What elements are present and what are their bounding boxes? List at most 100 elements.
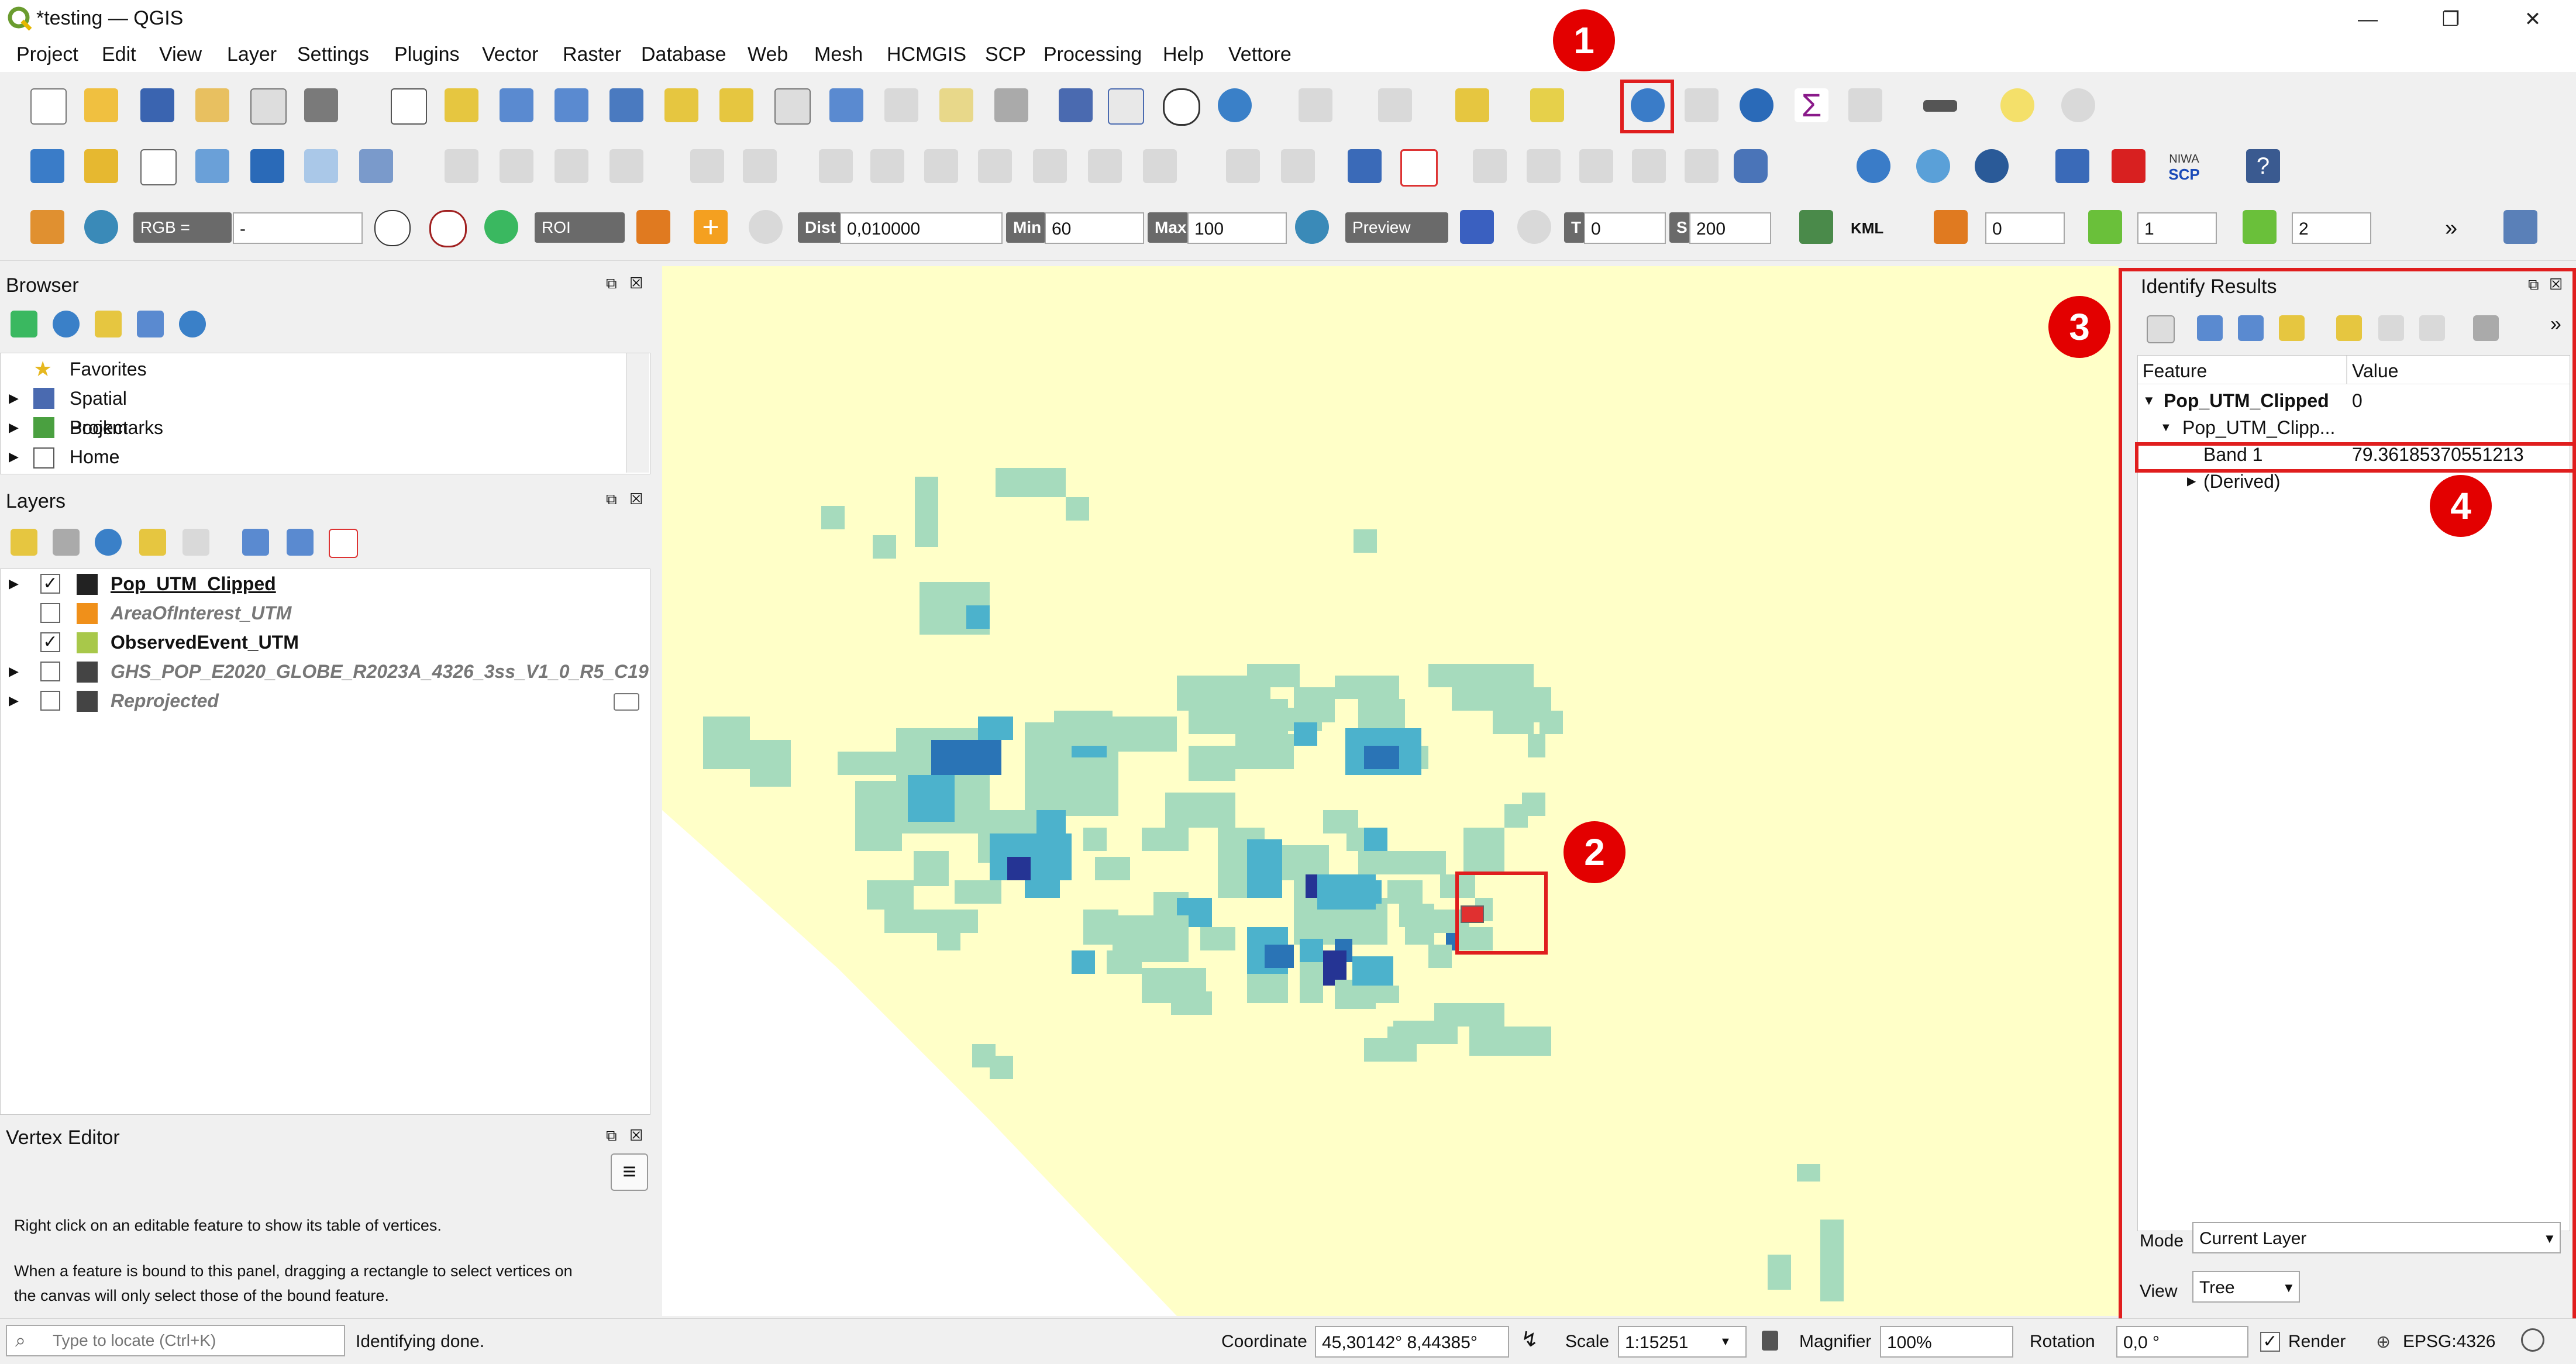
print-icon[interactable] — [2419, 315, 2445, 341]
scp-dock-right-icon[interactable] — [2503, 210, 2537, 244]
min-field[interactable]: 60 — [1045, 212, 1144, 244]
scp-add-icon[interactable]: + — [694, 210, 728, 244]
render-checkbox[interactable]: ✓ — [2260, 1332, 2280, 1352]
label-pin-icon[interactable] — [1400, 149, 1438, 187]
scp-remove-icon[interactable] — [1799, 210, 1833, 244]
clear-results-icon[interactable] — [2336, 315, 2362, 341]
minimize-button[interactable]: — — [2358, 8, 2378, 30]
db-manager-icon[interactable] — [1734, 149, 1768, 183]
menu-vettore[interactable]: Vettore — [1228, 43, 1292, 66]
add-delimited-text-icon[interactable] — [140, 149, 177, 185]
memory-layer-icon[interactable] — [614, 693, 639, 711]
cut-features-icon[interactable] — [924, 149, 958, 183]
layer-checkbox[interactable] — [40, 603, 60, 623]
scp-roi-draw-icon[interactable] — [636, 210, 670, 244]
vertex-float-icon[interactable]: ⧉ — [606, 1127, 617, 1144]
layer-pop-utm-clipped[interactable]: ▶ ✓ Pop_UTM_Clipped — [1, 569, 650, 598]
globe-icon[interactable] — [1857, 149, 1890, 183]
menu-hcmgis[interactable]: HCMGIS — [887, 43, 966, 66]
max-field[interactable]: 100 — [1187, 212, 1287, 244]
rgb-select[interactable]: - — [233, 212, 363, 244]
expand-new-icon[interactable] — [2279, 315, 2305, 341]
scp-preview-icon[interactable] — [1460, 210, 1494, 244]
locator-box[interactable]: ⌕ — [6, 1325, 345, 1356]
rotation-field[interactable]: 0,0 ° — [2116, 1326, 2248, 1358]
menu-raster[interactable]: Raster — [563, 43, 622, 66]
kml-label[interactable]: KML — [1851, 219, 1884, 237]
filter-expression-icon[interactable] — [182, 529, 209, 556]
close-button[interactable]: ✕ — [2524, 8, 2541, 30]
layers-close-icon[interactable]: ☒ — [629, 490, 643, 508]
scp-label[interactable]: SCP — [2168, 166, 2200, 183]
layer-ghs-pop[interactable]: ▶ GHS_POP_E2020_GLOBE_R2023A_4326_3ss_V1… — [1, 657, 650, 686]
zoom-layer-icon[interactable] — [719, 88, 753, 122]
copy-features-icon[interactable] — [978, 149, 1012, 183]
scp-percent-icon[interactable] — [374, 210, 411, 246]
show-bookmarks-icon[interactable] — [1108, 88, 1144, 125]
scp-stretch-icon[interactable] — [429, 210, 467, 247]
result-sublayer-row[interactable]: ▼ Pop_UTM_Clipp... — [2138, 413, 2570, 442]
add-spatialite-icon[interactable] — [359, 149, 393, 183]
mode-select[interactable]: Current Layer — [2192, 1222, 2561, 1253]
result-derived-row[interactable]: ▶ (Derived) — [2138, 467, 2570, 496]
label-icon[interactable] — [1226, 149, 1260, 183]
new-map-view-icon[interactable] — [939, 88, 973, 122]
pan-to-selection-icon[interactable] — [445, 88, 478, 122]
collapse-all-layers-icon[interactable] — [287, 529, 314, 556]
menu-vector[interactable]: Vector — [482, 43, 539, 66]
layer-labeling-icon[interactable] — [1281, 149, 1315, 183]
measure-line-icon[interactable] — [1923, 100, 1957, 112]
new-3d-view-icon[interactable] — [994, 88, 1028, 122]
expand-arrow-icon[interactable]: ▶ — [2187, 475, 2196, 488]
open-attribute-table-icon[interactable] — [1685, 88, 1719, 122]
scp-input-icon[interactable] — [30, 210, 64, 244]
filter-legend-icon[interactable] — [139, 529, 166, 556]
menu-settings[interactable]: Settings — [297, 43, 369, 66]
zoom-full-icon[interactable] — [609, 88, 643, 122]
scale-field[interactable]: 1:15251 — [1618, 1326, 1747, 1358]
open-project-icon[interactable] — [84, 88, 118, 122]
scp-zoom-icon[interactable] — [84, 210, 118, 244]
menu-web[interactable]: Web — [748, 43, 788, 66]
coordinate-field[interactable]: 45,30142° 8,44385° — [1315, 1326, 1509, 1358]
label-show-icon[interactable] — [1473, 149, 1507, 183]
expand-arrow-icon[interactable]: ▶ — [9, 693, 19, 708]
layout-manager-icon[interactable] — [250, 88, 287, 125]
browser-float-icon[interactable]: ⧉ — [606, 274, 617, 292]
messages-icon[interactable] — [2521, 1328, 2544, 1352]
refresh-icon[interactable] — [1218, 88, 1252, 122]
menu-database[interactable]: Database — [641, 43, 726, 66]
view-select[interactable]: Tree — [2192, 1271, 2300, 1303]
add-wms-icon[interactable] — [84, 149, 118, 183]
toggle-editing-icon[interactable] — [500, 149, 533, 183]
add-selected-icon[interactable] — [11, 311, 37, 337]
toolbar-overflow[interactable]: » — [2445, 216, 2458, 240]
label-move-icon[interactable] — [1527, 149, 1561, 183]
remove-layer-icon[interactable] — [329, 529, 358, 558]
zoom-in-icon[interactable] — [500, 88, 533, 122]
map-canvas[interactable] — [662, 266, 2119, 1316]
expand-arrow-icon[interactable]: ▶ — [9, 391, 19, 405]
field-3[interactable]: 2 — [2292, 212, 2371, 244]
field-calculator-icon[interactable] — [1848, 88, 1882, 122]
expand-arrow-icon[interactable]: ▶ — [9, 449, 19, 464]
field-1[interactable]: 0 — [1985, 212, 2065, 244]
layer-area-of-interest[interactable]: AreaOfInterest_UTM — [1, 598, 650, 628]
identify-selection-mode-icon[interactable] — [2473, 315, 2499, 341]
scale-dropdown-icon[interactable]: ▼ — [1720, 1335, 1731, 1348]
style-manager-icon[interactable] — [304, 88, 338, 122]
maximize-button[interactable]: ❐ — [2441, 8, 2460, 30]
zoom-selection-icon[interactable] — [664, 88, 698, 122]
layer-checkbox[interactable] — [40, 662, 60, 681]
label-highlight-icon[interactable] — [1348, 149, 1382, 183]
layer-observed-event[interactable]: ✓ ObservedEvent_UTM — [1, 628, 650, 657]
add-mesh-icon[interactable] — [304, 149, 338, 183]
locator-icon[interactable] — [2061, 88, 2095, 122]
identify-float-icon[interactable]: ⧉ — [2528, 275, 2539, 293]
temporal-controller-icon[interactable] — [1163, 88, 1200, 126]
expand-all-results-icon[interactable] — [2197, 315, 2223, 341]
menu-view[interactable]: View — [159, 43, 202, 66]
zoom-next-icon[interactable] — [884, 88, 918, 122]
identify-overflow-icon[interactable]: » — [2550, 313, 2561, 335]
niwa-label[interactable]: NIWA — [2169, 153, 2199, 166]
